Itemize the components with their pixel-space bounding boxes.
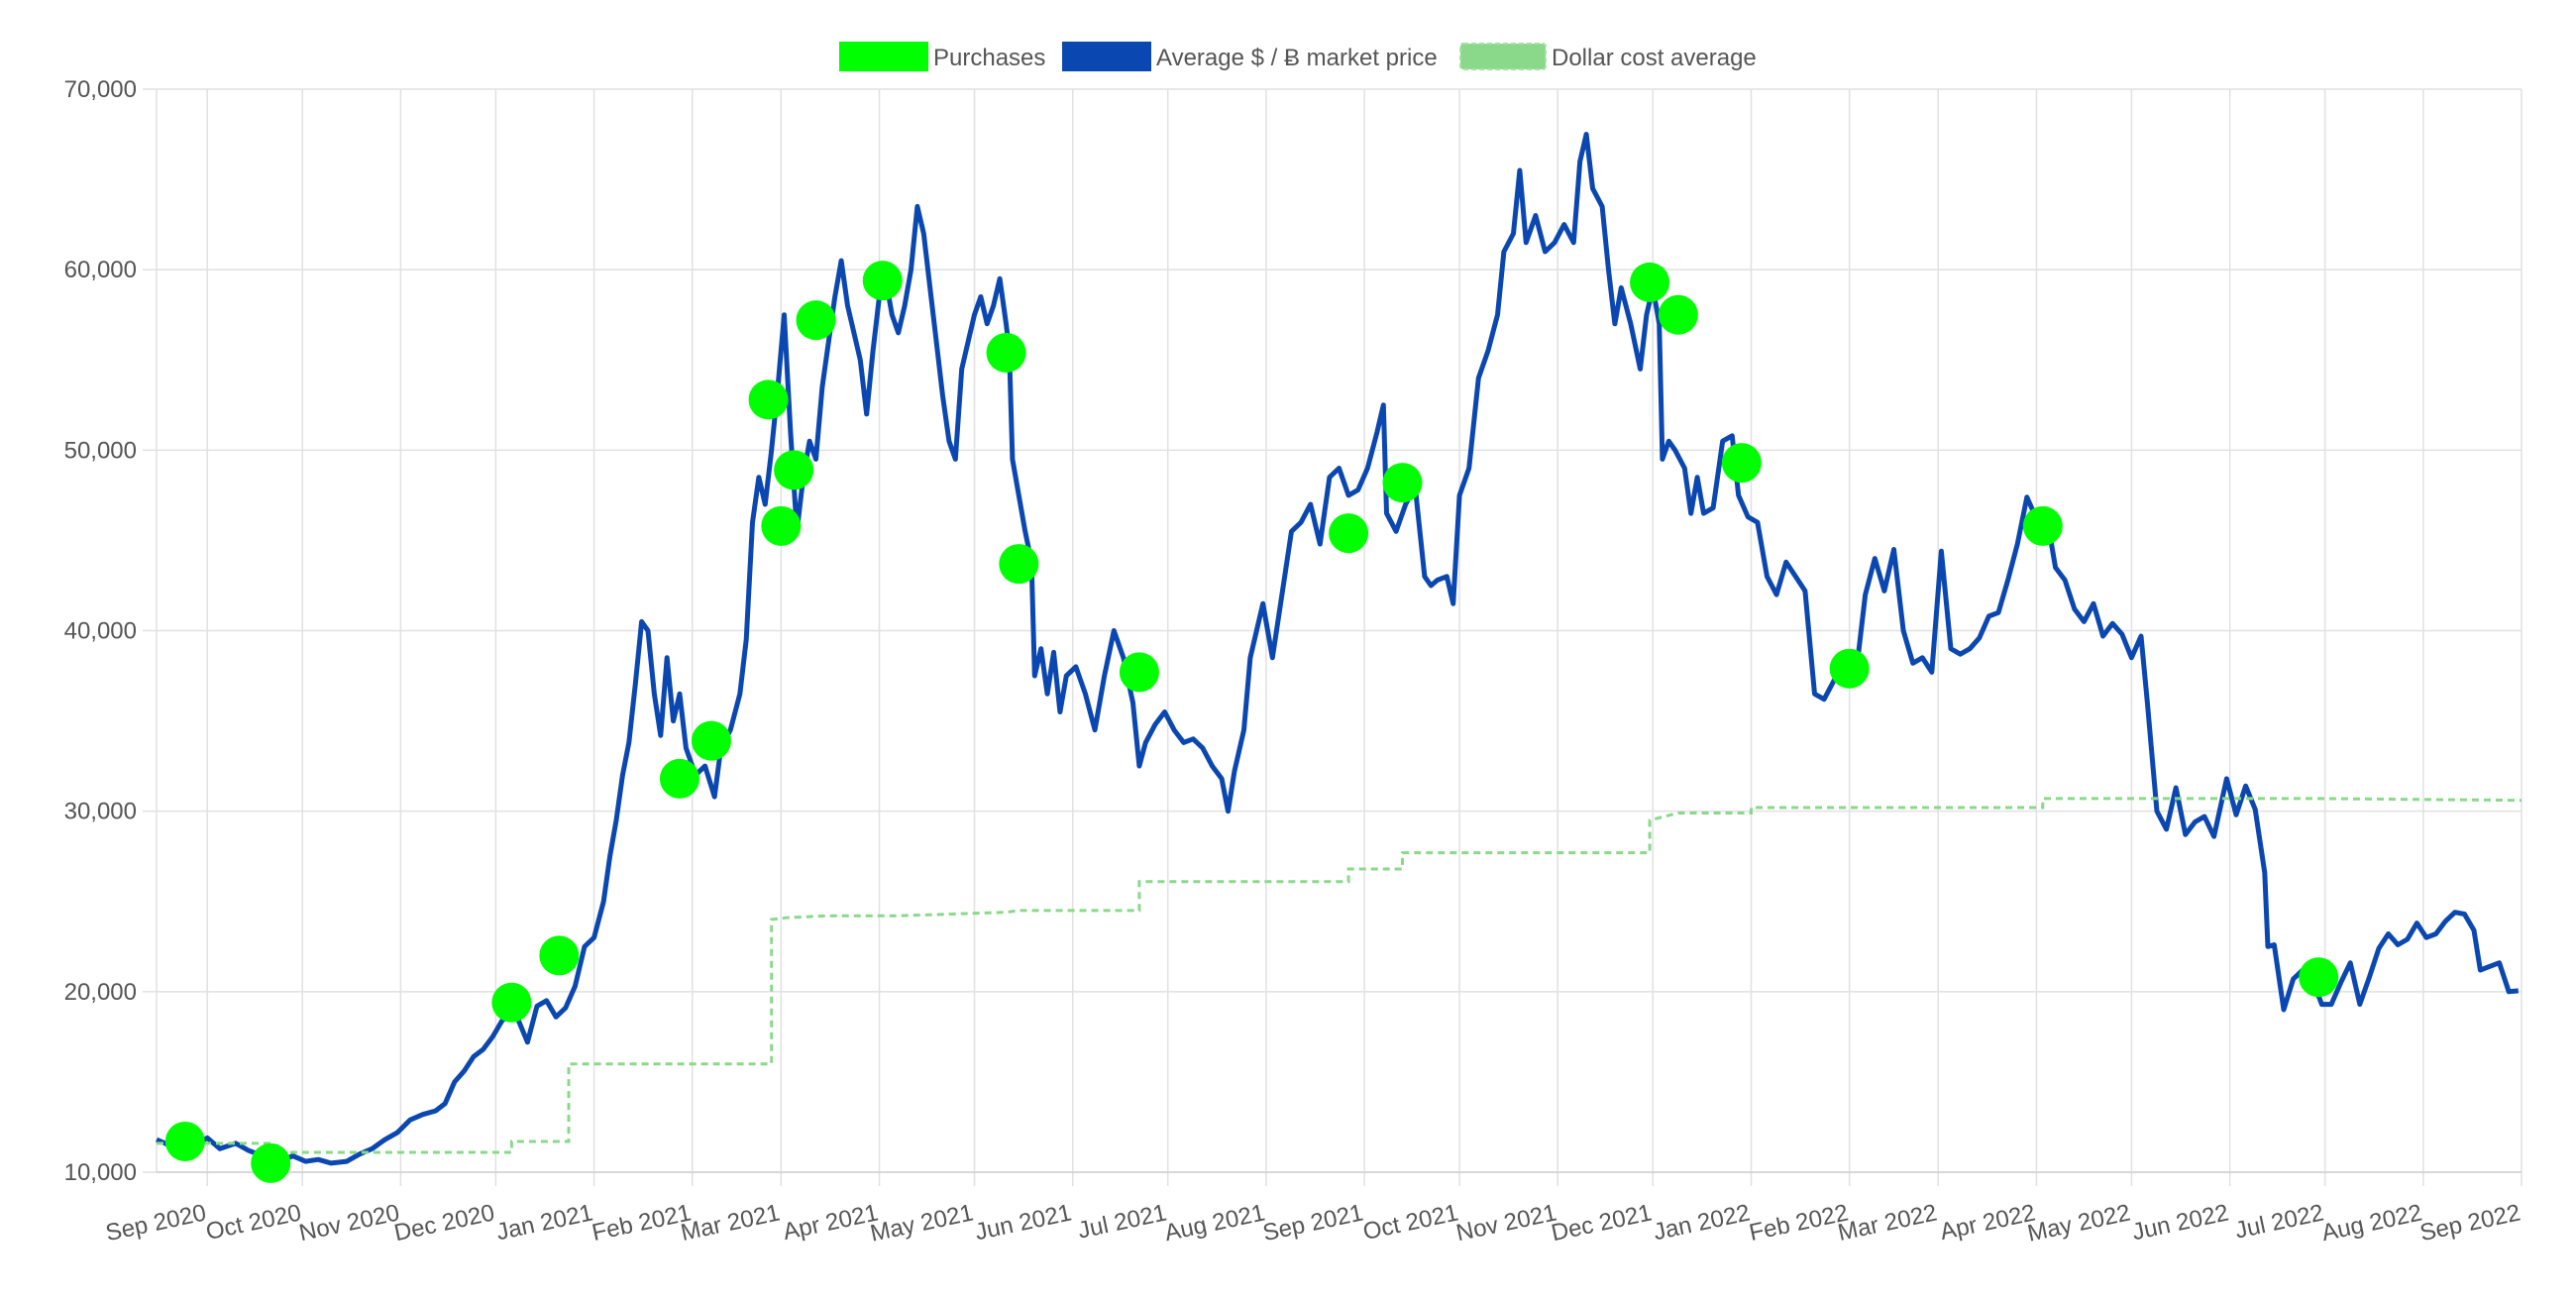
legend-label-market-price: Average $ / Ƀ market price bbox=[1156, 45, 1438, 71]
purchase-point bbox=[1119, 652, 1159, 693]
x-tick-label: Dec 2020 bbox=[392, 1199, 497, 1247]
purchase-point bbox=[796, 300, 836, 341]
purchase-point bbox=[164, 1122, 205, 1162]
x-tick-label: May 2022 bbox=[2025, 1199, 2133, 1247]
y-tick-label: 30,000 bbox=[64, 799, 137, 825]
x-tick-label: Nov 2021 bbox=[1453, 1199, 1558, 1247]
y-tick-label: 40,000 bbox=[64, 618, 137, 645]
x-tick-label: Jul 2022 bbox=[2232, 1199, 2325, 1244]
dollar-cost-average-line bbox=[157, 797, 2522, 1154]
x-tick-label: Mar 2022 bbox=[1836, 1199, 1940, 1246]
x-tick-label: Feb 2022 bbox=[1747, 1199, 1851, 1246]
x-tick-label: Dec 2021 bbox=[1549, 1199, 1654, 1247]
purchase-point bbox=[774, 450, 814, 490]
purchase-point bbox=[2299, 957, 2339, 998]
x-tick-label: May 2021 bbox=[868, 1199, 976, 1247]
purchase-point bbox=[1829, 648, 1870, 689]
purchase-point bbox=[539, 935, 580, 976]
axes: 10,000 20,000 30,000 40,000 50,000 60,000 70,0… bbox=[64, 76, 2523, 1247]
legend-label-dollar-cost-average: Dollar cost average bbox=[1552, 45, 1757, 71]
purchase-point bbox=[491, 982, 532, 1023]
x-tick-label: Feb 2021 bbox=[590, 1199, 694, 1246]
legend-item-market-price[interactable]: Average $ / Ƀ market price bbox=[1062, 42, 1438, 71]
x-tick-label: Jul 2021 bbox=[1076, 1199, 1169, 1244]
legend-swatch-purchases bbox=[839, 42, 928, 71]
series bbox=[156, 132, 2522, 1166]
x-tick-label: Mar 2021 bbox=[679, 1199, 783, 1246]
x-tick-label: Sep 2021 bbox=[1260, 1199, 1365, 1247]
purchase-point bbox=[748, 379, 789, 420]
legend: Purchases Average $ / Ƀ market price Dol… bbox=[839, 42, 1757, 71]
purchase-point bbox=[1630, 262, 1670, 302]
market-price-line bbox=[156, 132, 2520, 1166]
x-tick-label: Oct 2021 bbox=[1360, 1199, 1460, 1246]
y-tick-label: 70,000 bbox=[64, 76, 137, 103]
legend-swatch-market-price bbox=[1062, 42, 1151, 71]
x-tick-label: Oct 2020 bbox=[204, 1199, 304, 1246]
legend-swatch-dollar-cost-average bbox=[1459, 43, 1547, 70]
purchase-point bbox=[251, 1142, 291, 1183]
purchase-point bbox=[2022, 505, 2063, 546]
x-tick-label: Jun 2022 bbox=[2130, 1199, 2231, 1246]
legend-label-purchases: Purchases bbox=[933, 45, 1045, 71]
x-tick-label: Nov 2020 bbox=[297, 1199, 402, 1247]
purchase-point bbox=[1382, 463, 1423, 503]
purchase-point bbox=[1658, 294, 1698, 335]
purchase-point bbox=[999, 544, 1039, 585]
y-tick-label: 20,000 bbox=[64, 979, 137, 1006]
legend-item-dollar-cost-average[interactable]: Dollar cost average bbox=[1459, 43, 1757, 71]
purchase-point bbox=[691, 720, 731, 761]
purchase-point bbox=[659, 758, 699, 799]
y-tick-label: 10,000 bbox=[64, 1159, 137, 1186]
purchase-point bbox=[1329, 513, 1369, 554]
x-tick-label: Aug 2022 bbox=[2319, 1199, 2424, 1247]
x-tick-label: Sep 2022 bbox=[2417, 1199, 2522, 1247]
x-tick-label: Aug 2021 bbox=[1162, 1199, 1267, 1247]
x-tick-label: Apr 2022 bbox=[1938, 1199, 2038, 1246]
x-tick-label: Jan 2022 bbox=[1651, 1199, 1752, 1246]
x-tick-label: Sep 2020 bbox=[103, 1199, 208, 1247]
purchase-points bbox=[164, 261, 2339, 1183]
x-tick-label: Jan 2021 bbox=[494, 1199, 595, 1246]
y-tick-label: 60,000 bbox=[64, 257, 137, 283]
purchase-point bbox=[1721, 443, 1762, 484]
legend-item-purchases[interactable]: Purchases bbox=[839, 42, 1045, 71]
purchase-point bbox=[862, 261, 903, 301]
purchase-point bbox=[761, 505, 802, 546]
y-tick-label: 50,000 bbox=[64, 437, 137, 464]
x-tick-label: Jun 2021 bbox=[973, 1199, 1074, 1246]
x-tick-label: Apr 2021 bbox=[781, 1199, 881, 1246]
purchase-point bbox=[986, 332, 1026, 373]
